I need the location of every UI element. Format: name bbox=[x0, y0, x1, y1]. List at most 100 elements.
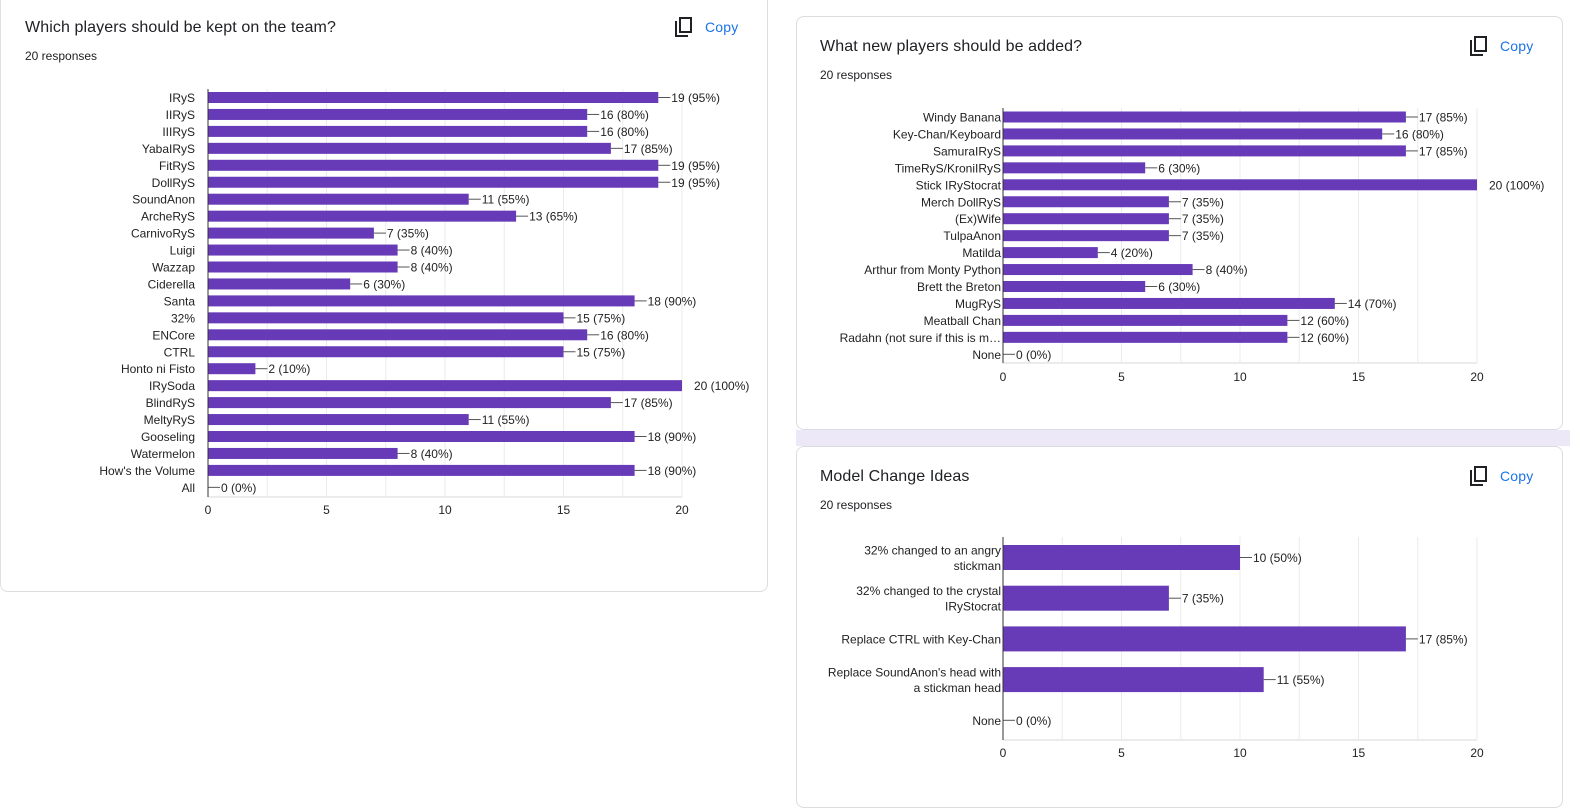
category-label: Merch DollRyS bbox=[921, 195, 1001, 209]
data-label: 20 (100%) bbox=[694, 379, 749, 393]
bar bbox=[1003, 314, 1288, 326]
category-label: TimeRyS/KroniIRyS bbox=[895, 161, 1001, 175]
copy-chart-button[interactable]: Copy bbox=[675, 17, 738, 37]
category-label: Honto ni Fisto bbox=[121, 362, 195, 376]
category-label: Replace CTRL with Key-Chan bbox=[841, 632, 1001, 646]
category-label: IRySoda bbox=[149, 379, 195, 393]
bar bbox=[208, 329, 588, 341]
response-count: 20 responses bbox=[820, 498, 893, 512]
data-label: 16 (80%) bbox=[600, 108, 649, 122]
question-card-new-players bbox=[796, 16, 1563, 430]
question-title: Model Change Ideas bbox=[820, 468, 970, 485]
x-tick-label: 0 bbox=[205, 503, 212, 517]
category-label: TulpaAnon bbox=[943, 229, 1001, 243]
bar bbox=[208, 193, 469, 205]
category-label: Meatball Chan bbox=[924, 314, 1001, 328]
data-label: 6 (30%) bbox=[363, 277, 405, 291]
bar bbox=[208, 159, 659, 171]
category-label: None bbox=[972, 348, 1001, 362]
x-tick-label: 20 bbox=[1470, 370, 1484, 384]
bar bbox=[1003, 585, 1169, 611]
bar-chart-2: 10 (50%) 32% changed to an angry stickman 7… bbox=[828, 537, 1484, 760]
data-label: 16 (80%) bbox=[600, 125, 649, 139]
category-label: CTRL bbox=[164, 345, 196, 359]
x-tick-label: 0 bbox=[1000, 746, 1007, 760]
bar bbox=[208, 92, 659, 103]
data-label: 8 (40%) bbox=[411, 261, 453, 275]
category-label: IIIRyS bbox=[162, 125, 195, 139]
bar bbox=[208, 227, 374, 239]
category-label: 32% changed to the crystal bbox=[856, 584, 1001, 598]
bar bbox=[208, 414, 469, 426]
bar bbox=[1003, 179, 1477, 191]
copy-icon bbox=[675, 17, 692, 37]
question-title: What new players should be added? bbox=[820, 38, 1083, 55]
x-tick-label: 15 bbox=[1352, 370, 1366, 384]
data-label: 2 (10%) bbox=[268, 362, 310, 376]
data-label: 7 (35%) bbox=[387, 227, 429, 241]
data-label: 11 (55%) bbox=[482, 193, 530, 207]
data-label: 4 (20%) bbox=[1111, 246, 1153, 260]
data-label: 11 (55%) bbox=[1277, 673, 1325, 687]
data-label: 10 (50%) bbox=[1253, 551, 1302, 565]
data-label: 18 (90%) bbox=[648, 464, 697, 478]
category-label: IRyStocrat bbox=[945, 599, 1002, 613]
card-separator bbox=[796, 430, 1570, 446]
bar bbox=[208, 312, 564, 324]
bar bbox=[208, 464, 635, 476]
category-label: How's the Volume bbox=[99, 464, 195, 478]
data-label: 7 (35%) bbox=[1182, 212, 1224, 226]
copy-chart-button[interactable]: Copy bbox=[1470, 36, 1533, 56]
x-tick-label: 10 bbox=[1233, 746, 1247, 760]
category-label: Key-Chan/Keyboard bbox=[893, 127, 1001, 141]
response-count: 20 responses bbox=[25, 49, 98, 63]
x-tick-label: 20 bbox=[675, 503, 689, 517]
category-label: IRyS bbox=[169, 91, 195, 105]
data-label: 15 (75%) bbox=[577, 311, 626, 325]
bar bbox=[208, 346, 564, 358]
copy-icon bbox=[1470, 36, 1487, 56]
data-label: 20 (100%) bbox=[1489, 178, 1544, 192]
x-tick-label: 20 bbox=[1470, 746, 1484, 760]
copy-label: Copy bbox=[705, 19, 739, 35]
x-tick-label: 5 bbox=[323, 503, 330, 517]
copy-label: Copy bbox=[1500, 468, 1534, 484]
bar bbox=[208, 363, 256, 375]
data-label: 6 (30%) bbox=[1158, 161, 1200, 175]
category-label: MugRyS bbox=[955, 297, 1001, 311]
response-count: 20 responses bbox=[820, 68, 893, 82]
bar bbox=[1003, 626, 1406, 652]
bar bbox=[1003, 230, 1169, 242]
data-label: 0 (0%) bbox=[1016, 348, 1051, 362]
bar bbox=[1003, 281, 1146, 292]
data-label: 8 (40%) bbox=[1206, 263, 1248, 277]
bar bbox=[1003, 145, 1406, 157]
category-label: CarnivoRyS bbox=[131, 227, 195, 241]
category-label: a stickman head bbox=[914, 681, 1001, 695]
question-title: Which players should be kept on the team… bbox=[25, 19, 336, 36]
category-label: Brett the Breton bbox=[917, 280, 1001, 294]
data-label: 6 (30%) bbox=[1158, 280, 1200, 294]
data-label: 7 (35%) bbox=[1182, 229, 1224, 243]
bar bbox=[208, 278, 351, 290]
bar bbox=[1003, 128, 1383, 140]
category-label: FitRyS bbox=[159, 159, 195, 173]
category-label: Stick IRyStocrat bbox=[916, 178, 1002, 192]
category-label: ENCore bbox=[152, 328, 195, 342]
category-label: Gooseling bbox=[141, 430, 195, 444]
category-label: None bbox=[972, 714, 1001, 728]
data-label: 7 (35%) bbox=[1182, 592, 1224, 606]
bar bbox=[1003, 213, 1169, 225]
copy-chart-button[interactable]: Copy bbox=[1470, 466, 1533, 486]
category-label: (Ex)Wife bbox=[955, 212, 1001, 226]
bar bbox=[208, 295, 635, 307]
x-tick-label: 10 bbox=[438, 503, 452, 517]
bar bbox=[208, 244, 398, 256]
data-label: 17 (85%) bbox=[1419, 111, 1468, 125]
data-label: 0 (0%) bbox=[1016, 714, 1051, 728]
bar bbox=[1003, 264, 1193, 276]
category-label: Matilda bbox=[962, 246, 1001, 260]
category-label: Replace SoundAnon's head with bbox=[828, 665, 1001, 679]
category-label: stickman bbox=[954, 559, 1001, 573]
